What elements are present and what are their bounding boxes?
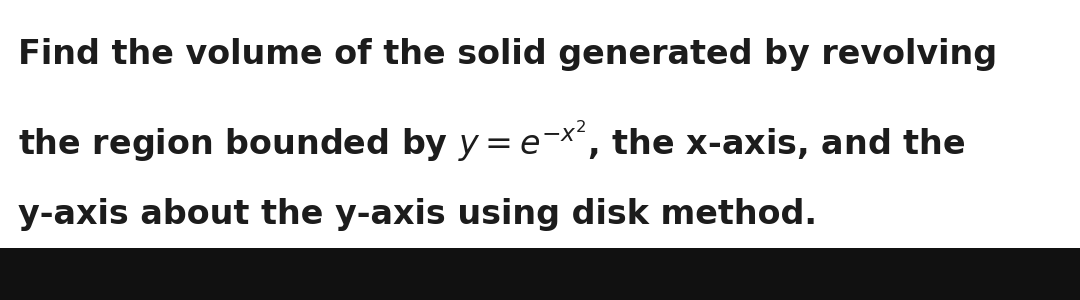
Text: the region bounded by $y = e^{-x^2}$, the x-axis, and the: the region bounded by $y = e^{-x^2}$, th… xyxy=(18,118,966,164)
Bar xyxy=(0,248,1080,300)
Text: y-axis about the y-axis using disk method.: y-axis about the y-axis using disk metho… xyxy=(18,198,816,231)
Text: Find the volume of the solid generated by revolving: Find the volume of the solid generated b… xyxy=(18,38,997,71)
